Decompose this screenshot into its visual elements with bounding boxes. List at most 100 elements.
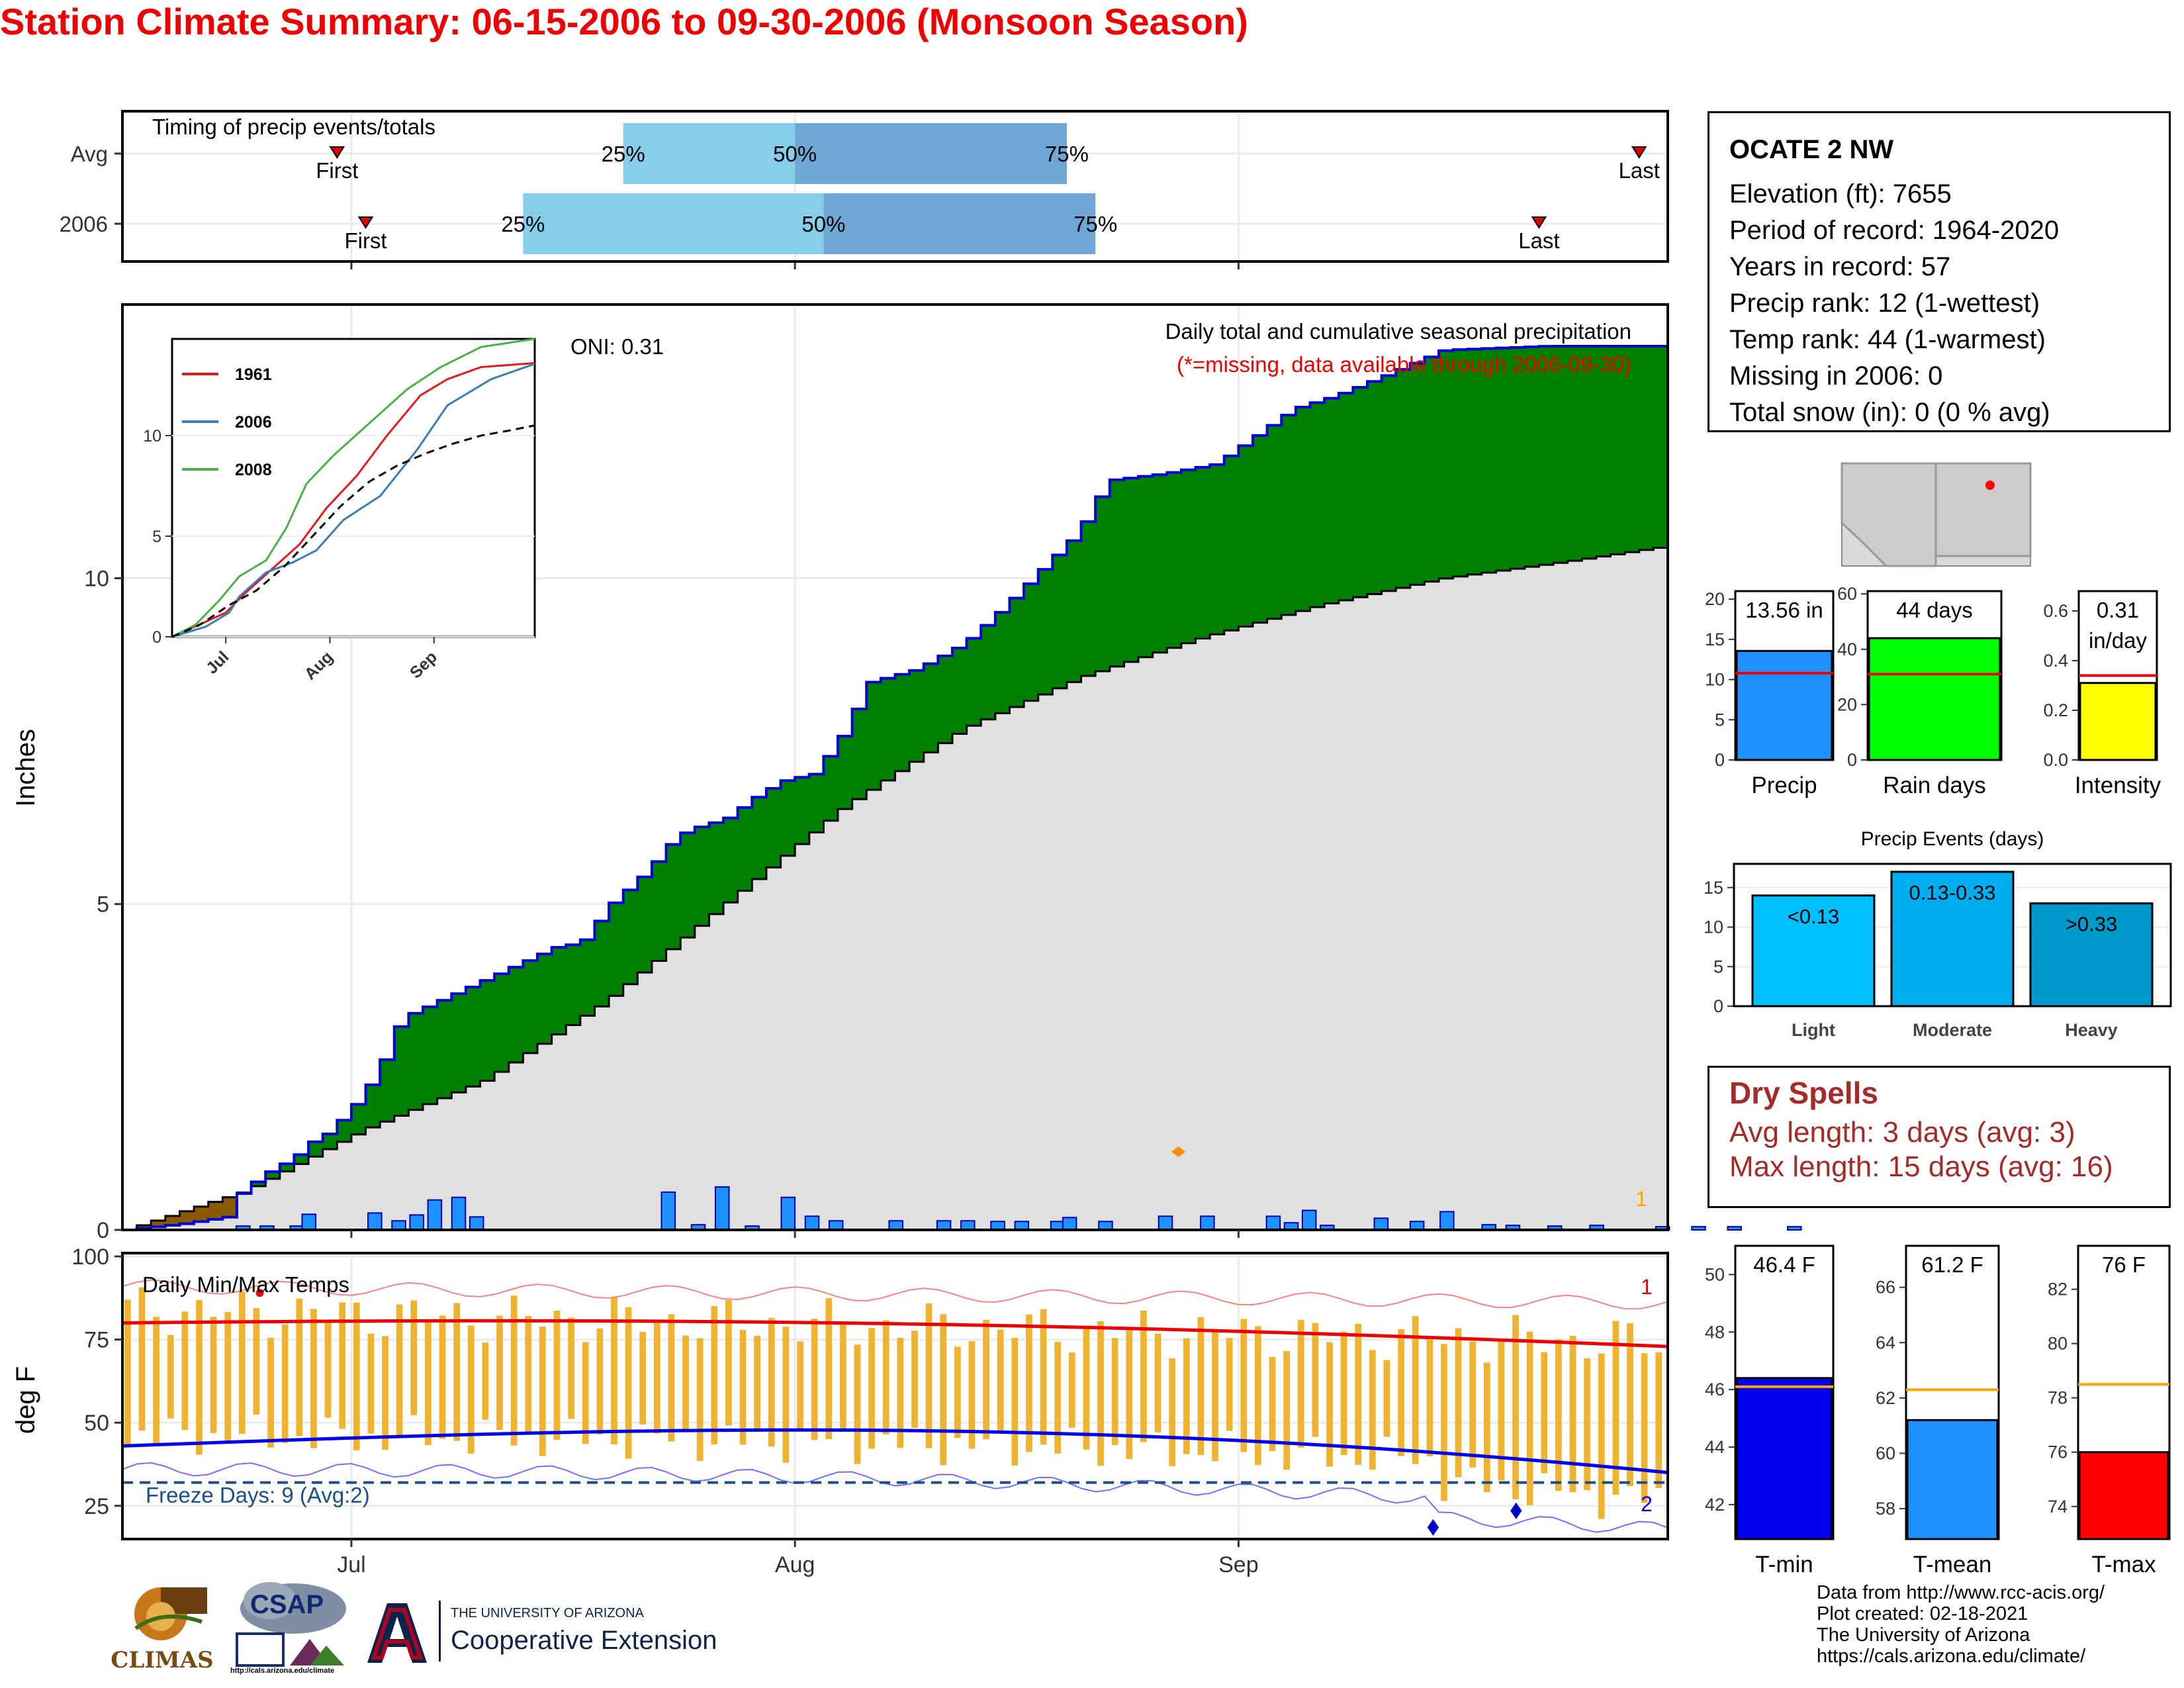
tmin-summary-y-tick-label: 42	[1705, 1495, 1725, 1515]
surplus-area	[423, 1006, 438, 1104]
credit-line: Plot created: 02-18-2021	[1817, 1603, 2028, 1624]
surplus-area	[852, 709, 868, 800]
daily-precip-bar	[1691, 1226, 1706, 1231]
daily-temp-range-bar	[825, 1298, 833, 1440]
daily-precip-bar	[1373, 1217, 1389, 1231]
record-high-marker	[255, 1289, 264, 1297]
tmax-summary-y-tick-label: 74	[2048, 1497, 2068, 1517]
surplus-area	[1496, 348, 1511, 571]
timing-last-marker	[1531, 216, 1547, 229]
precip-events-bar-label: >0.33	[2066, 913, 2117, 936]
daily-precip-bar	[469, 1216, 484, 1231]
daily-temp-range-bar	[1212, 1332, 1218, 1462]
daily-temp-range-bar	[1312, 1323, 1319, 1437]
precip-events-y-tick-label: 5	[1713, 957, 1723, 976]
surplus-area	[952, 648, 968, 734]
inset-legend-label: 2008	[235, 461, 272, 479]
daily-temp-range-bar	[382, 1336, 388, 1450]
average-min-temp-line	[122, 1428, 1668, 1474]
precip-summary-category-label: Precip	[1751, 773, 1817, 798]
tmin-summary-y-tick-label: 48	[1705, 1322, 1725, 1342]
daily-temp-range-bar	[1340, 1331, 1347, 1456]
surplus-area	[1095, 496, 1111, 671]
precip-events-bar	[1890, 870, 2015, 1008]
tmean-summary-y-tick-label: 64	[1876, 1333, 1895, 1352]
surplus-area	[1453, 350, 1469, 577]
surplus-area	[594, 921, 610, 1007]
daily-temp-range-bar	[739, 1330, 747, 1445]
precip-chart-title: Daily total and cumulative seasonal prec…	[1165, 319, 1631, 344]
daily-temp-range-bar	[1255, 1326, 1261, 1466]
surplus-area	[308, 1141, 324, 1157]
daily-temp-range-bar	[639, 1331, 647, 1425]
temp-y-tick-label: 50	[84, 1411, 109, 1436]
daily-temp-range-bar	[253, 1308, 260, 1415]
surplus-area	[365, 1084, 381, 1128]
surplus-area	[709, 822, 724, 914]
daily-temp-range-bar	[1183, 1338, 1190, 1454]
surplus-area	[437, 1000, 453, 1099]
deficit-area	[151, 1220, 166, 1227]
daily-temp-range-bar	[410, 1300, 418, 1415]
surplus-area	[737, 807, 753, 891]
precip-plot-frame	[121, 303, 1669, 1231]
daily-temp-range-bar	[1026, 1314, 1032, 1452]
surplus-area	[1338, 393, 1354, 600]
temp-plot-frame	[121, 1252, 1669, 1540]
daily-temp-range-bar	[1068, 1352, 1075, 1428]
inset-plot-frame	[171, 338, 536, 638]
daily-temp-range-bar	[911, 1331, 918, 1429]
temp-y-axis-label: deg F	[11, 1366, 40, 1434]
deficit-area	[165, 1215, 181, 1225]
precip-summary-y-tick-label: 15	[1705, 630, 1725, 649]
timing-pct-label: 50%	[773, 142, 817, 166]
daily-temp-range-bar	[1398, 1329, 1404, 1456]
y-tick-label: 10	[84, 566, 109, 591]
precip-events-category-label: Light	[1792, 1020, 1835, 1040]
surplus-area	[451, 994, 467, 1093]
precip-events-bar-label: 0.13-0.33	[1909, 881, 1996, 904]
surplus-area	[1410, 363, 1426, 585]
tmin-summary-value-label: 46.4 F	[1753, 1252, 1815, 1277]
precip-summary-value-label: 13.56 in	[1745, 598, 1823, 622]
station-line: Precip rank: 12 (1-wettest)	[1729, 289, 2040, 318]
tmin-summary-y-tick-label: 50	[1705, 1264, 1725, 1284]
surplus-area	[809, 774, 825, 833]
tmax-summary-value-label: 76 F	[2102, 1252, 2146, 1277]
surplus-area	[1396, 369, 1411, 588]
precip-summary-y-tick-label: 0	[1715, 750, 1725, 770]
daily-precip-bar	[828, 1220, 844, 1231]
daily-temp-range-bar	[1584, 1358, 1591, 1491]
surplus-area	[938, 655, 953, 743]
surplus-area	[966, 638, 982, 726]
timing-bar-25-50	[623, 123, 796, 184]
daily-precip-bar	[391, 1220, 406, 1231]
daily-temp-range-bar	[1469, 1341, 1477, 1468]
daily-temp-range-bar	[582, 1342, 589, 1444]
daily-temp-range-bar	[138, 1287, 146, 1431]
daily-precip-bar	[1439, 1211, 1455, 1231]
daily-precip-bar	[409, 1214, 424, 1231]
daily-temp-range-bar	[181, 1311, 189, 1430]
y-tick-label: 0	[97, 1218, 109, 1243]
tmin-summary-category-label: T-min	[1755, 1552, 1813, 1577]
surplus-area	[1124, 478, 1139, 662]
daily-temp-range-bar	[553, 1310, 561, 1440]
surplus-area	[1224, 455, 1240, 631]
deficit-area	[222, 1197, 238, 1217]
surplus-area	[1625, 346, 1640, 553]
precip-events-bar-label: <0.13	[1788, 905, 1839, 928]
csap-logo: CSAP http://cals.arizona.edu/climate	[230, 1581, 349, 1680]
average-max-temp-line	[122, 1319, 1668, 1348]
daily-temp-range-bar	[1641, 1353, 1648, 1503]
record-low-marker	[1510, 1502, 1522, 1519]
timing-pct-label: 50%	[801, 212, 845, 236]
station-line: Total snow (in): 0 (0 % avg)	[1729, 398, 2050, 427]
timing-first-label: First	[344, 228, 387, 253]
daily-temp-range-bar	[510, 1295, 518, 1446]
rain-days-summary-y-tick-label: 0	[1847, 750, 1857, 770]
daily-temp-range-bar	[1627, 1323, 1633, 1487]
tmax-summary-y-tick-label: 80	[2048, 1334, 2068, 1354]
surplus-area	[1467, 349, 1482, 575]
